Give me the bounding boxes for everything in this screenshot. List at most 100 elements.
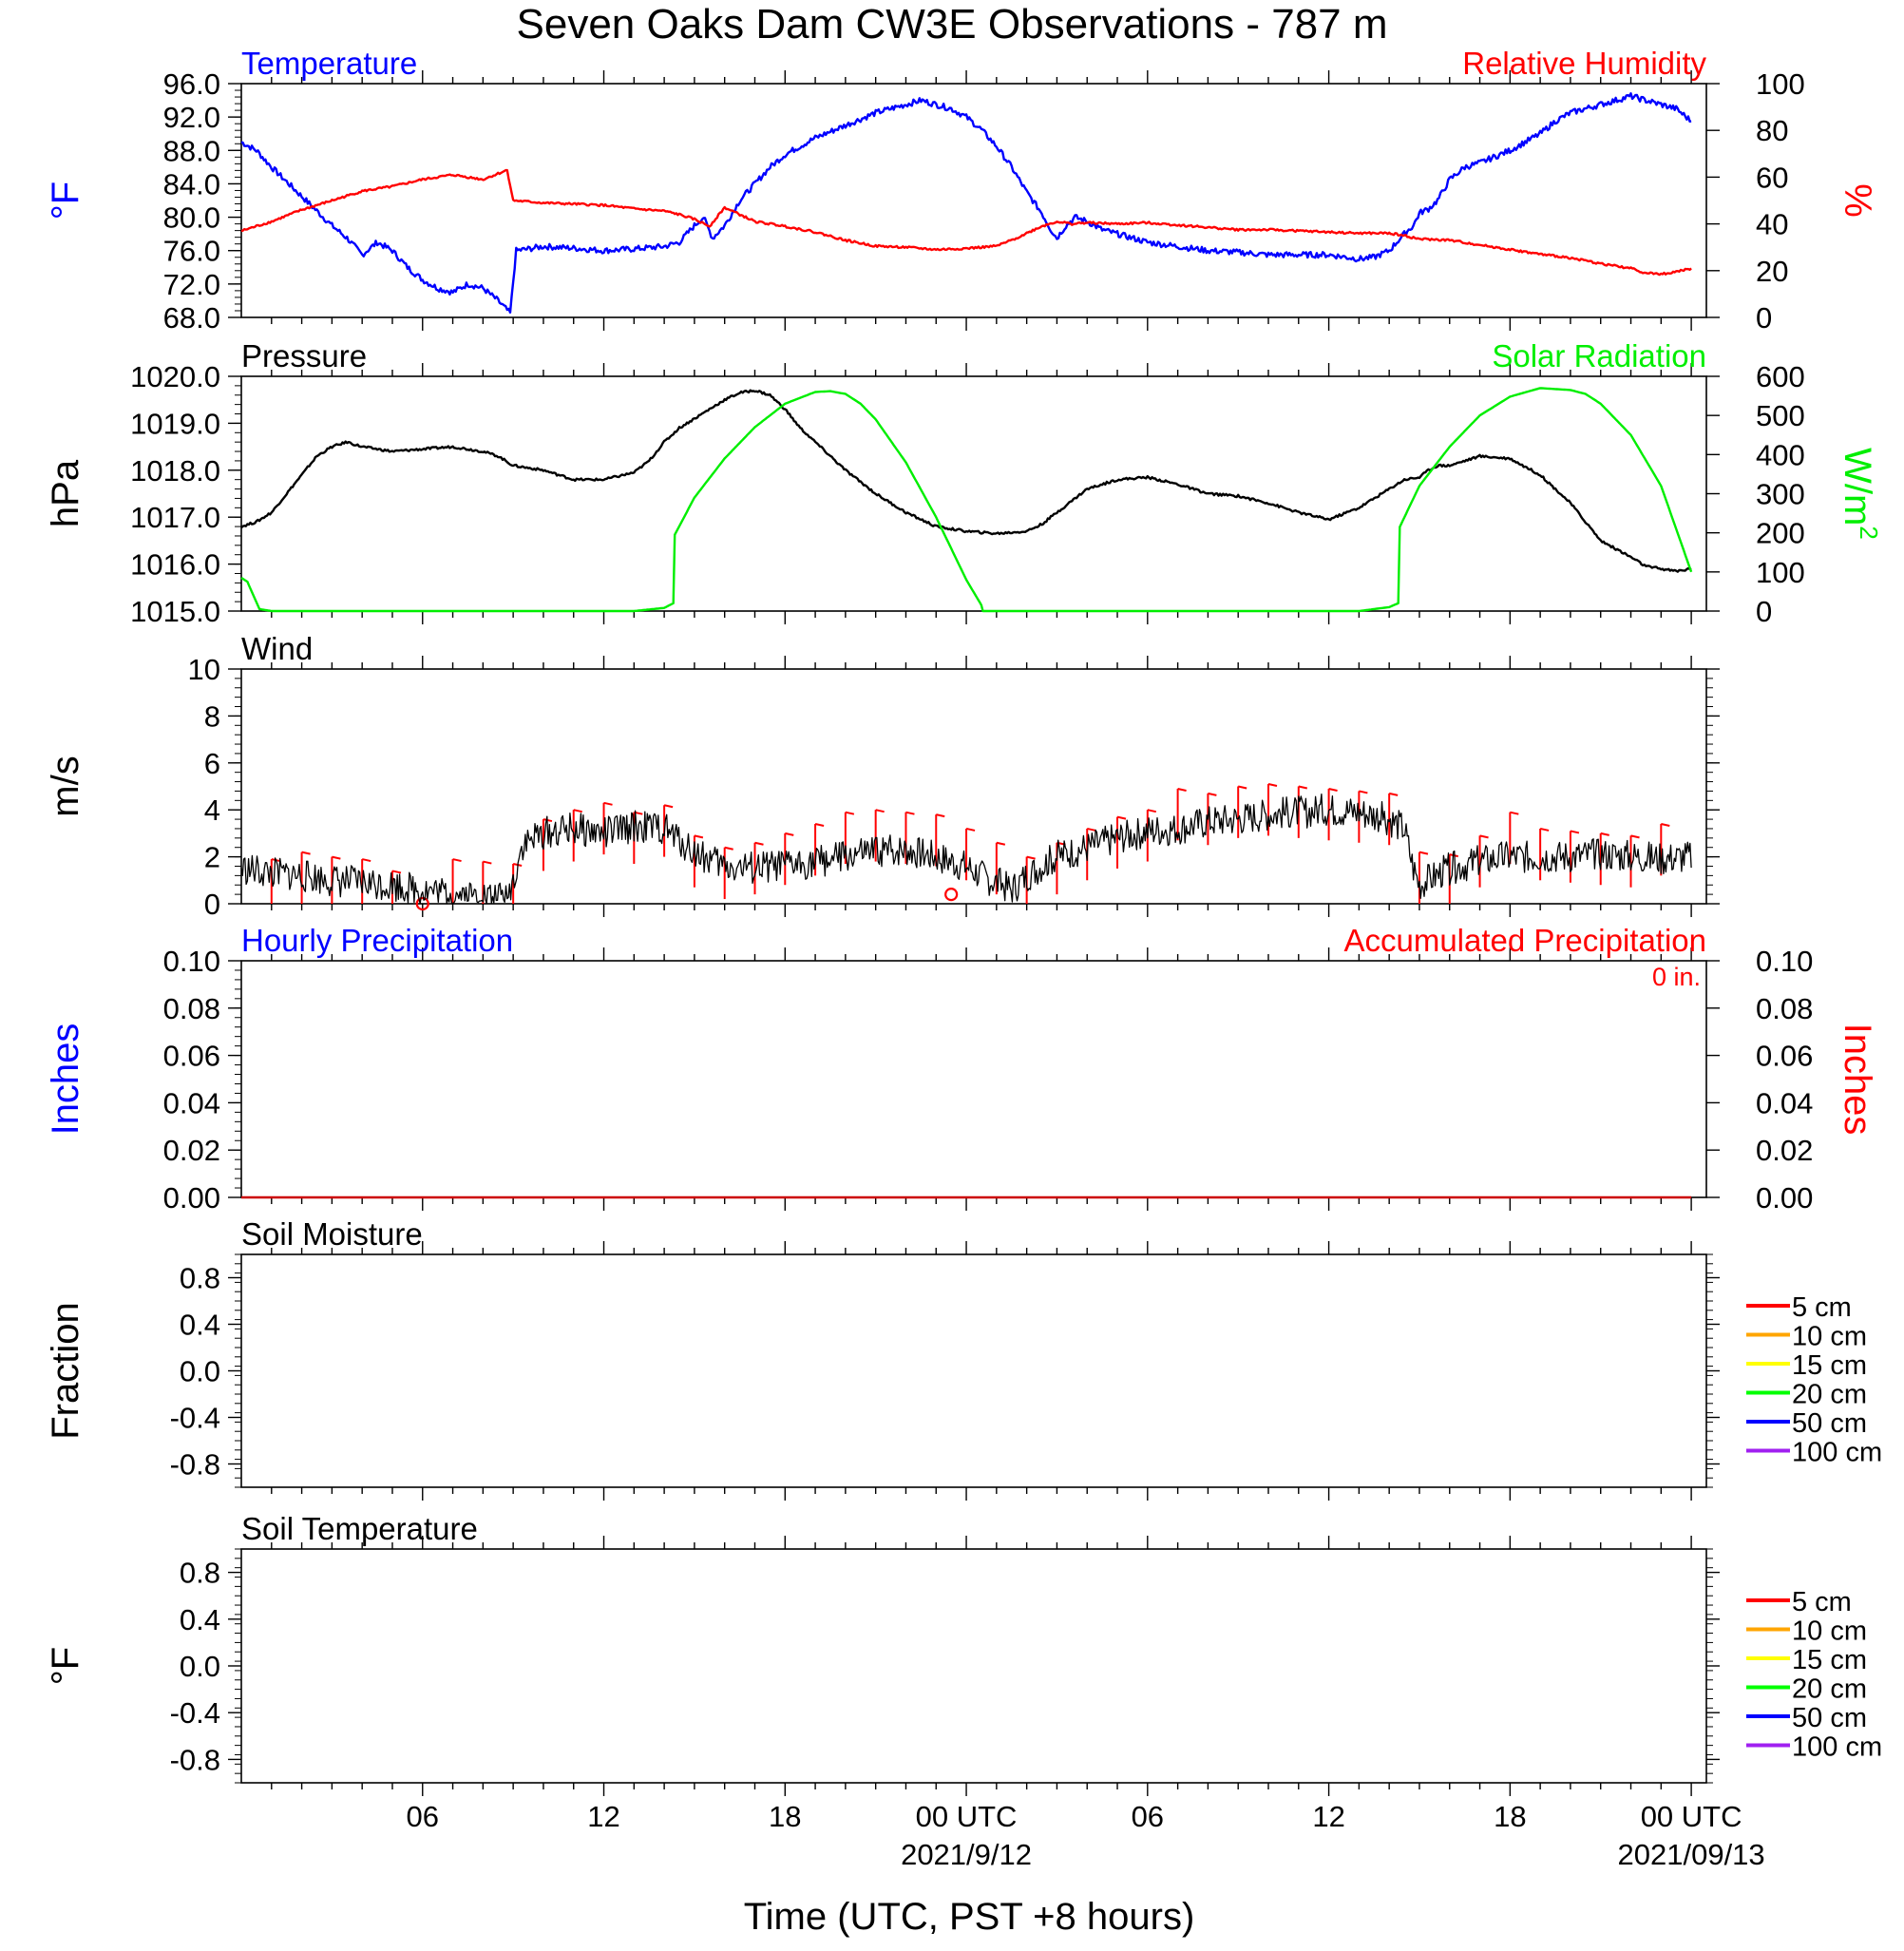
y-tick-label: 96.0 (163, 67, 220, 101)
chart-title: Seven Oaks Dam CW3E Observations - 787 m (517, 1, 1388, 48)
wind-barb-flag (694, 834, 704, 839)
wind-barb-flag (1116, 815, 1127, 820)
wind-barb (300, 851, 311, 904)
wind-barb (904, 811, 915, 865)
legend-label: 10 cm (1792, 1616, 1867, 1647)
wind-barb-flag (391, 870, 402, 874)
y-axis-title-left: Fraction (45, 1302, 86, 1440)
x-tick-label: 18 (769, 1800, 801, 1833)
y-tick-label: 0.0 (180, 1355, 220, 1388)
calm-wind-marker (944, 888, 959, 902)
x-date-label: 2021/09/13 (1618, 1838, 1765, 1871)
wind-barb-flag (663, 804, 674, 809)
y-right-tick-label: 80 (1756, 114, 1788, 147)
wind-barb-flag (361, 858, 371, 863)
wind-barb-flag (996, 841, 1006, 846)
y-right-tick-label: 0 (1756, 301, 1772, 335)
wind-barb-flag (1147, 809, 1157, 813)
y-right-tick-label: 60 (1756, 161, 1788, 194)
y-axis-title-left: °F (45, 1647, 86, 1685)
panel-title-left: Temperature (241, 46, 417, 81)
y-tick-label: 1016.0 (130, 548, 220, 582)
plot-frame (240, 668, 1707, 905)
plot-frame (240, 83, 1707, 318)
x-tick-label: 00 UTC (1641, 1800, 1742, 1833)
y-tick-label: -0.4 (170, 1402, 220, 1435)
y-tick-label: 72.0 (163, 268, 220, 301)
plot-frame (240, 1253, 1707, 1488)
y-axis-title-left: m/s (45, 756, 86, 816)
wind-barb-flag (1449, 853, 1458, 858)
wind-barb (1569, 830, 1580, 883)
wind-barb (1266, 783, 1278, 836)
y-tick-label: 0.02 (163, 1134, 220, 1167)
legend-label: 10 cm (1792, 1322, 1867, 1352)
y-right-tick-label: 500 (1756, 399, 1805, 432)
y-tick-label: 10 (188, 653, 220, 686)
y-right-tick-label: 300 (1756, 478, 1805, 511)
wind-barb (1629, 834, 1640, 888)
y-tick-label: 2 (204, 841, 220, 874)
series-line (240, 793, 1692, 905)
series-line (240, 168, 1692, 277)
wind-barb-flag (936, 813, 945, 818)
wind-barb-flag (1539, 827, 1550, 832)
wind-barb (814, 823, 825, 876)
y-tick-label: 0.06 (163, 1040, 220, 1073)
y-right-tick-label: 0.06 (1756, 1040, 1813, 1073)
x-tick-label: 06 (1132, 1800, 1164, 1833)
x-tick-label: 18 (1494, 1800, 1526, 1833)
y-axis-title-right: % (1837, 183, 1878, 218)
wind-barb-flag (1630, 834, 1640, 839)
wind-barb (1297, 785, 1308, 838)
accumulated-precip-total: 0 in. (1652, 963, 1701, 991)
precipitation-panel: 0.00 0.02 0.04 0.06 0.08 0.10 0.00 0.02 0.04 0.06… (45, 923, 1878, 1215)
y-tick-label: 80.0 (163, 201, 220, 235)
y-right-tick-label: 100 (1756, 556, 1805, 589)
y-tick-label: 76.0 (163, 235, 220, 268)
wind-barb-flag (603, 801, 613, 806)
wind-barb (844, 811, 855, 865)
wind-panel: 0 2 4 6 8 10 Wind m/s (45, 631, 1720, 921)
y-tick-label: 1020.0 (130, 360, 220, 393)
legend-label: 5 cm (1792, 1292, 1852, 1323)
legend-label: 5 cm (1792, 1587, 1852, 1617)
wind-barb-flag (1388, 792, 1399, 796)
wind-barb-flag (785, 832, 794, 836)
y-tick-label: 8 (204, 699, 220, 733)
y-tick-label: 0.4 (180, 1603, 220, 1636)
legend-label: 100 cm (1792, 1732, 1882, 1763)
wind-barb (1539, 827, 1550, 881)
wind-barb (965, 827, 976, 881)
y-tick-label: 68.0 (163, 301, 220, 335)
x-tick-label: 06 (407, 1800, 439, 1833)
y-right-tick-label: 400 (1756, 438, 1805, 471)
y-tick-label: 0 (204, 888, 220, 921)
legend-label: 50 cm (1792, 1408, 1867, 1439)
wind-barb-flag (1237, 785, 1247, 790)
y-tick-label: 1018.0 (130, 454, 220, 488)
wind-barb (874, 809, 885, 862)
y-tick-label: 0.04 (163, 1086, 220, 1119)
y-tick-label: 1019.0 (130, 407, 220, 440)
wind-barb (1116, 815, 1127, 869)
wind-barb-flag (332, 855, 341, 860)
wind-barb (995, 841, 1006, 895)
y-tick-label: -0.8 (170, 1743, 220, 1776)
calm-wind-marker (415, 896, 429, 911)
wind-barb (1237, 785, 1247, 838)
wind-barb-flag (875, 809, 885, 813)
x-tick-label: 12 (1312, 1800, 1344, 1833)
wind-barb-flag (483, 860, 492, 865)
y-right-tick-label: 600 (1756, 360, 1805, 393)
y-tick-label: 0.08 (163, 992, 220, 1025)
wind-barb-flag (905, 811, 915, 815)
y-tick-label: 6 (204, 747, 220, 780)
plot-frame (240, 960, 1707, 1198)
y-tick-label: 1015.0 (130, 595, 220, 628)
y-tick-label: 84.0 (163, 167, 220, 201)
wind-barb (1478, 834, 1489, 888)
y-tick-label: 92.0 (163, 101, 220, 134)
y-right-tick-label: 100 (1756, 67, 1805, 101)
